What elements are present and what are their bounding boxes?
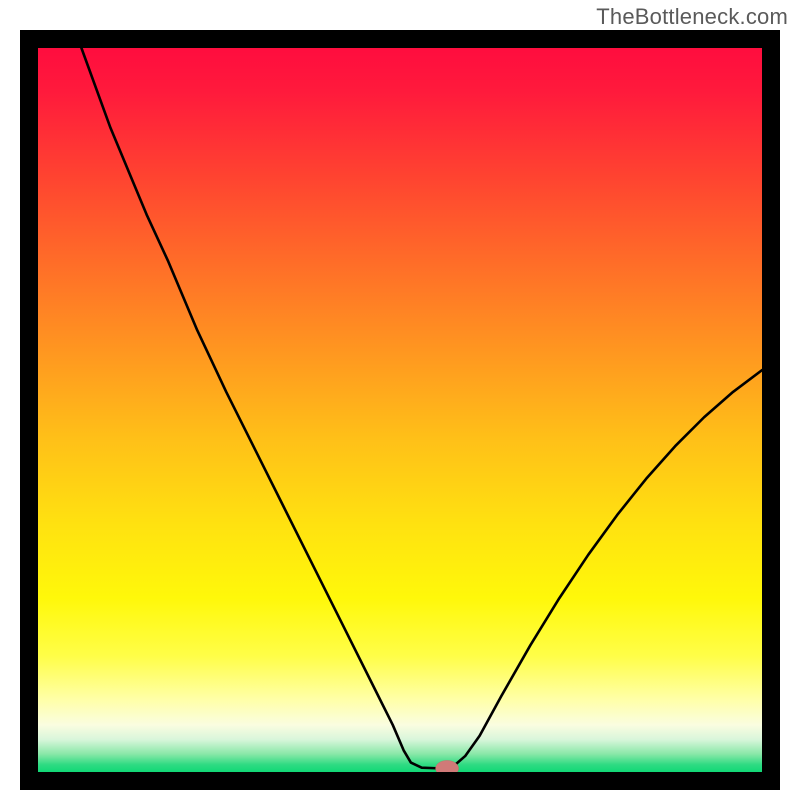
- gradient-background: [38, 48, 762, 772]
- optimal-point-marker: [435, 760, 458, 776]
- bottleneck-plot: [20, 30, 780, 790]
- chart-container: TheBottleneck.com: [0, 0, 800, 800]
- watermark-text: TheBottleneck.com: [596, 4, 788, 30]
